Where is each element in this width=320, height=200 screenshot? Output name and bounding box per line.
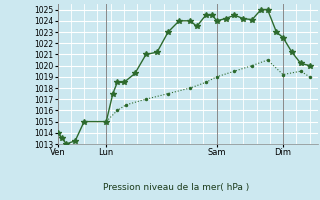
Text: Pression niveau de la mer( hPa ): Pression niveau de la mer( hPa ) <box>103 183 249 192</box>
